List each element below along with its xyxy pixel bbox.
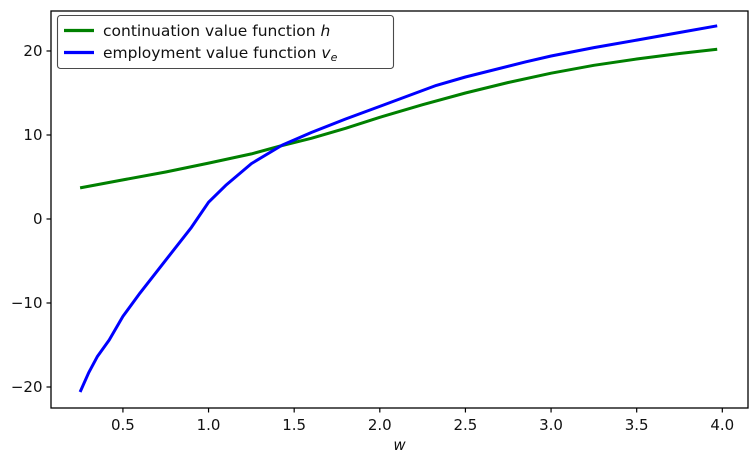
y-tick-label: 20 [23,42,42,60]
axes-frame [50,10,749,409]
legend: continuation value function h employment … [56,14,395,70]
legend-label: employment value function ve [103,44,338,64]
legend-frame [56,14,395,70]
x-tick-label: 3.0 [539,416,563,434]
plot-content: 0.5 1.0 1.5 2.0 2.5 3.0 3.5 4.0 −20 −10 0 10 20 conti… [11,14,734,434]
x-tick-label: 3.5 [625,416,649,434]
x-tick-label: 2.5 [454,416,478,434]
series-line-h [79,47,718,190]
x-tick-label: 2.0 [368,416,392,434]
y-tick-label: −20 [11,378,43,396]
series-line-ve [78,24,718,393]
y-tick-label: −10 [11,294,43,312]
x-tick-label: 1.5 [282,416,306,434]
y-tick-label: 0 [33,210,43,228]
legend-label: continuation value function h [103,22,330,40]
x-tick-label: 4.0 [710,416,734,434]
x-tick-label: 0.5 [111,416,135,434]
y-tick-label: 10 [23,126,42,144]
x-tick-label: 1.0 [197,416,221,434]
x-axis-label: w [393,436,406,454]
